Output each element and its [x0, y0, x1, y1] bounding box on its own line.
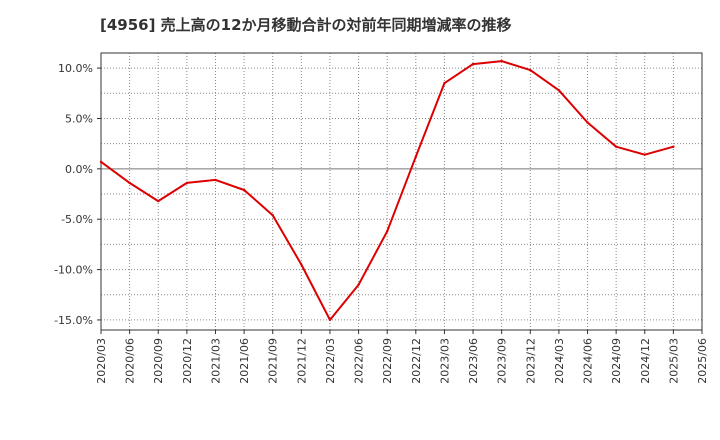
x-tick-label: 2022/12: [410, 338, 423, 384]
y-tick-label: 5.0%: [65, 112, 93, 125]
x-tick-label: 2020/09: [152, 338, 165, 384]
data-point: [328, 318, 332, 322]
x-axis: 2020/03 2020/06 2020/09 2020/12 2021/03 2021/…: [95, 330, 709, 384]
y-tick-label: 0.0%: [65, 163, 93, 176]
y-tick-label: -5.0%: [61, 213, 93, 226]
x-tick-label: 2025/03: [667, 338, 680, 384]
data-point: [157, 199, 160, 203]
x-tick-label: 2023/06: [467, 338, 480, 384]
data-point: [385, 230, 389, 233]
y-tick-label: 10.0%: [58, 62, 93, 75]
data-point: [529, 68, 532, 72]
data-point: [185, 181, 189, 185]
x-tick-label: 2021/12: [295, 338, 308, 384]
data-point: [414, 155, 418, 158]
x-tick-label: 2020/06: [124, 338, 137, 384]
data-point: [128, 181, 131, 185]
x-tick-label: 2024/09: [610, 338, 623, 384]
data-point: [443, 82, 446, 85]
data-point: [214, 178, 217, 182]
series-layer: [99, 59, 675, 322]
x-tick-label: 2020/03: [95, 338, 108, 384]
data-point: [614, 145, 618, 148]
x-tick-label: 2025/06: [696, 338, 709, 384]
x-tick-label: 2024/12: [639, 338, 652, 384]
data-point: [586, 121, 589, 124]
x-tick-label: 2023/12: [524, 338, 537, 384]
x-tick-label: 2021/09: [267, 338, 280, 384]
x-tick-label: 2021/03: [209, 338, 222, 384]
data-point: [471, 62, 475, 66]
plot-area: [100, 52, 703, 331]
data-point: [643, 153, 646, 156]
data-point: [557, 89, 561, 92]
x-tick-label: 2024/06: [582, 338, 595, 384]
y-tick-label: -10.0%: [54, 264, 93, 277]
data-point: [500, 59, 503, 63]
x-tick-label: 2021/06: [238, 338, 251, 384]
x-tick-label: 2022/06: [353, 338, 366, 384]
data-point: [300, 263, 303, 266]
data-point: [357, 283, 360, 286]
y-axis: 10.0% 5.0% 0.0% -5.0% -10.0% -15.0%: [54, 62, 101, 327]
data-point: [99, 160, 103, 163]
x-tick-label: 2024/03: [553, 338, 566, 384]
y-tick-label: -15.0%: [54, 314, 93, 327]
data-point: [271, 213, 274, 217]
x-tick-label: 2022/09: [381, 338, 394, 384]
x-tick-label: 2023/09: [496, 338, 509, 384]
chart-title: [4956] 売上高の12か月移動合計の対前年同期増減率の推移: [100, 16, 512, 34]
data-point: [672, 145, 675, 148]
x-tick-label: 2023/03: [438, 338, 451, 384]
data-point: [242, 188, 246, 192]
x-tick-label: 2022/03: [324, 338, 337, 384]
x-tick-label: 2020/12: [181, 338, 194, 384]
